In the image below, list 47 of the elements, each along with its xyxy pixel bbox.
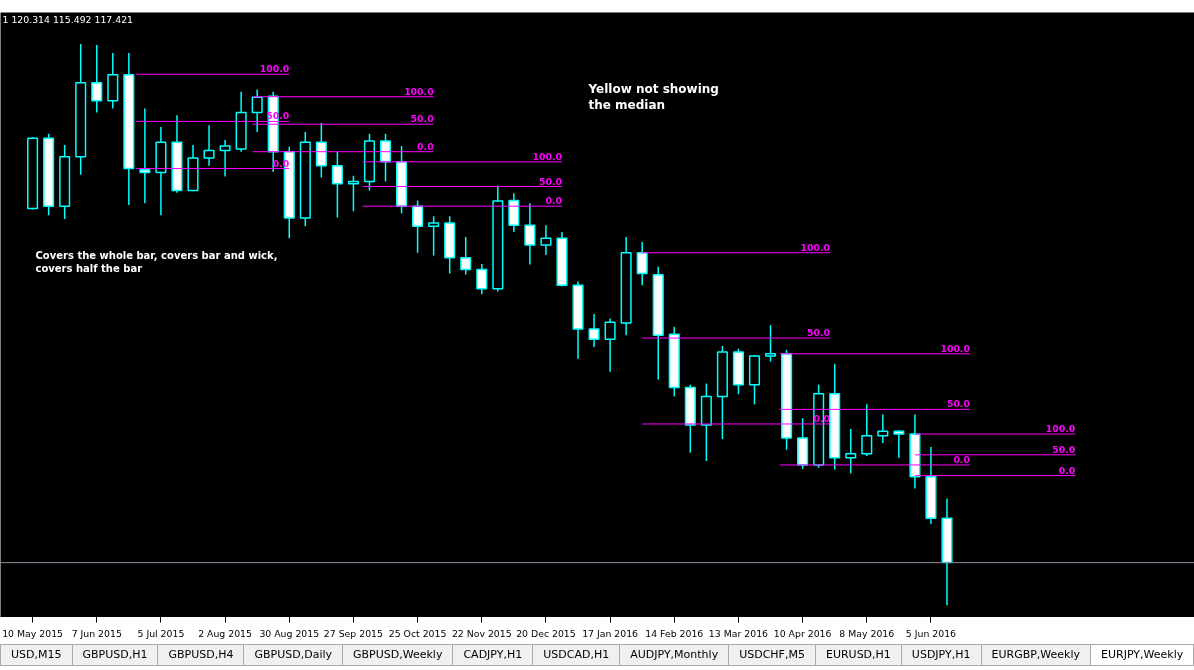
annotation: Yellow not showing the median [587, 81, 719, 113]
x-tick-label: 20 Dec 2015 [516, 627, 576, 639]
x-tick-label: 5 Jun 2016 [905, 627, 957, 639]
x-tick-label: 10 May 2015 [2, 627, 64, 639]
series-label: 50.0 [266, 110, 290, 122]
series-label: 100.0 [940, 342, 971, 354]
x-tick-label: 22 Nov 2015 [451, 627, 512, 639]
text: USD,M15 [0, 644, 73, 666]
text: USDCHF,M5 [728, 644, 816, 666]
text: GBPUSD,Daily [243, 644, 344, 666]
text: EURJPY,Weekly [1090, 644, 1194, 666]
x-tick-label: 30 Aug 2015 [259, 627, 320, 639]
x-tick-label: 10 Apr 2016 [773, 627, 832, 639]
series-label: 0.0 [953, 453, 971, 465]
series-label: 100.0 [1045, 423, 1076, 435]
x-tick-label: 2 Aug 2015 [198, 627, 253, 639]
text: EURUSD,H1 [814, 644, 902, 666]
series-label: 0.0 [1058, 464, 1076, 476]
x-tick-label: 8 May 2016 [839, 627, 895, 639]
text: GBPUSD,Weekly [342, 644, 454, 666]
text: GBPUSD,H1 [71, 644, 159, 666]
series-label: 100.0 [259, 63, 290, 75]
annotation: Covers the whole bar, covers bar and wick, covers half the bar [35, 250, 278, 275]
text: USDJPY,H1 [900, 644, 982, 666]
series-label: 50.0 [538, 175, 563, 187]
text: CADJPY,H1 [452, 644, 534, 666]
x-tick-label: 5 Jul 2015 [137, 627, 185, 639]
text: 1 120.314 115.492 117.421 [2, 13, 134, 25]
series-label: 50.0 [946, 398, 971, 410]
text: GBPUSD,H4 [157, 644, 245, 666]
series-label: 100.0 [404, 85, 435, 97]
x-tick-label: 13 Mar 2016 [708, 627, 769, 639]
x-tick-label: 7 Jun 2015 [71, 627, 122, 639]
series-label: 50.0 [1052, 443, 1076, 455]
x-tick-label: 17 Jan 2016 [582, 627, 639, 639]
series-label: 100.0 [800, 241, 831, 253]
series-label: 100.0 [532, 150, 563, 162]
series-label: 0.0 [545, 195, 563, 207]
x-tick-label: 27 Sep 2015 [323, 627, 384, 639]
x-tick-label: 25 Oct 2015 [388, 627, 447, 639]
series-label: 0.0 [417, 140, 435, 152]
text: USDCAD,H1 [532, 644, 621, 666]
text: AUDJPY,Monthly [619, 644, 730, 666]
x-tick-label: 14 Feb 2016 [645, 627, 704, 639]
text: EURGBP,Weekly [980, 644, 1092, 666]
series-label: 50.0 [807, 327, 831, 339]
series-label: 50.0 [410, 113, 435, 125]
